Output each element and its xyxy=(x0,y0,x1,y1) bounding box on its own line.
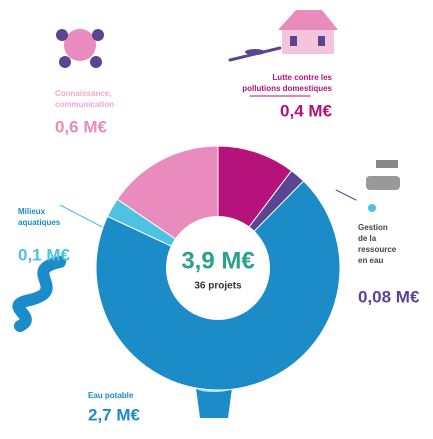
value-label: 0,4 M€ xyxy=(280,101,333,120)
value-label: 0,1 M€ xyxy=(18,245,71,264)
category-label-line: Eau potable xyxy=(88,391,134,400)
house-icon xyxy=(278,10,338,30)
tap-icon xyxy=(368,204,376,212)
category-label-line: pollutions domestiques xyxy=(242,84,332,93)
people-icon xyxy=(59,56,71,68)
value-label: 2,7 M€ xyxy=(88,405,141,424)
house-icon xyxy=(318,36,325,46)
category-label-line: Connaissance, xyxy=(55,89,111,98)
value-label: 0,08 M€ xyxy=(358,287,420,306)
value-label: 0,6 M€ xyxy=(55,117,108,136)
category-label: Connaissance, communication xyxy=(55,89,114,109)
category-label-line: communication xyxy=(55,100,114,109)
category-label: Lutte contre les pollutions domestiques xyxy=(242,73,332,93)
leader-line xyxy=(335,189,357,201)
donut-hole xyxy=(166,216,270,320)
house-icon xyxy=(282,30,334,54)
people-icon xyxy=(64,29,96,61)
people-icon xyxy=(92,29,104,41)
pipe-icon xyxy=(228,46,282,62)
category-label: Eau potable xyxy=(88,391,134,400)
category-label: Milieux aquatiques xyxy=(18,207,61,227)
glass-icon xyxy=(196,388,232,418)
category-label-line: aquatiques xyxy=(18,218,61,227)
river-icon xyxy=(12,256,66,332)
category-label-line: de la xyxy=(358,234,377,243)
tap-icon xyxy=(366,176,400,190)
house-icon xyxy=(290,36,297,46)
category-label-line: Milieux xyxy=(18,207,46,216)
people-icon xyxy=(56,29,68,41)
category-label: Gestion de la ressource en eau xyxy=(358,223,397,265)
tap-icon xyxy=(376,160,398,168)
category-label-line: Gestion xyxy=(358,223,388,232)
center-title: 3,9 M€ xyxy=(181,247,254,274)
category-label-line: ressource xyxy=(358,245,397,254)
leader-line xyxy=(59,204,109,231)
category-label-line: en eau xyxy=(358,256,383,265)
people-icon xyxy=(90,56,102,68)
center-subtitle: 36 projets xyxy=(194,281,242,292)
category-label-line: Lutte contre les xyxy=(272,73,332,82)
